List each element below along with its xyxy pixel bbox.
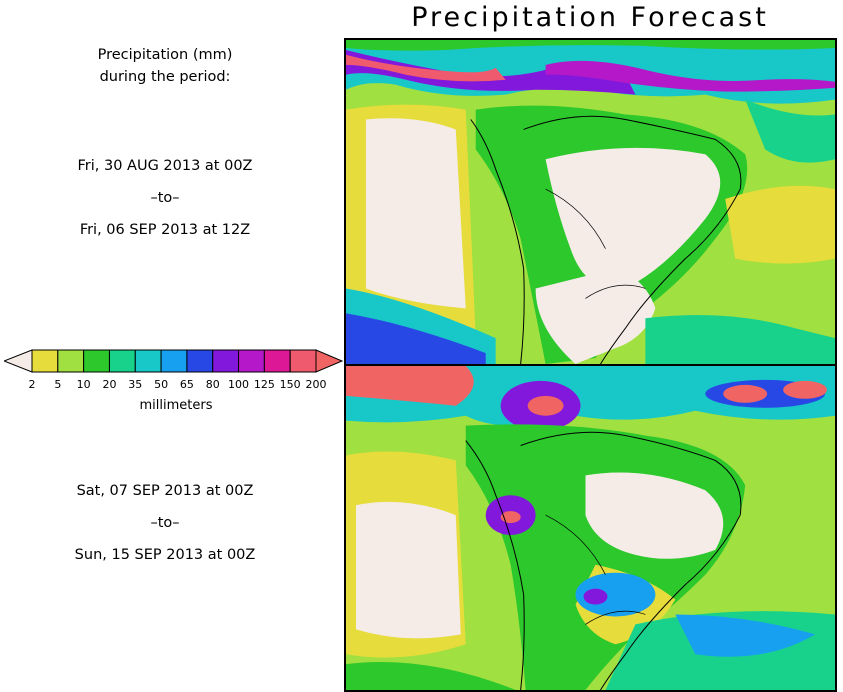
legend-colorbar: 2 5 10 20 35 50 65 80 100 125 150 200: [4, 349, 344, 391]
period2-end: Sun, 15 SEP 2013 at 00Z: [74, 547, 256, 563]
legend-color-box: [134, 349, 162, 373]
legend-tick-label: 65: [180, 378, 194, 391]
period2-text: Sat, 07 SEP 2013 at 00Z –to– Sun, 15 SEP…: [0, 475, 330, 571]
period1-start: Fri, 30 AUG 2013 at 00Z: [77, 158, 253, 174]
period2-start: Sat, 07 SEP 2013 at 00Z: [76, 483, 254, 499]
legend-tick-label: 10: [77, 378, 91, 391]
legend-color-box: [160, 349, 188, 373]
map1-svg: [346, 40, 835, 364]
page-title: Precipitation Forecast: [411, 2, 769, 33]
legend-color-box: [263, 349, 291, 373]
legend-tick-label: 35: [128, 378, 142, 391]
period1-end: Fri, 06 SEP 2013 at 12Z: [79, 222, 251, 238]
legend-tick-label: 20: [102, 378, 116, 391]
legend-tick-label: 5: [54, 378, 61, 391]
legend-color-box: [186, 349, 214, 373]
legend-color-box: [289, 349, 317, 373]
legend-color-box: [212, 349, 240, 373]
map2-svg: [346, 366, 835, 690]
forecast-map-period2: [344, 364, 837, 692]
legend-color-box: [238, 349, 265, 373]
header-note-line1: Precipitation (mm): [97, 47, 233, 63]
legend-arrow-high: [315, 349, 344, 373]
legend-color-box: [108, 349, 136, 373]
legend-unit: millimeters: [139, 398, 213, 413]
legend-tick-label: 2: [29, 378, 36, 391]
legend-tick-label: 200: [306, 378, 327, 391]
legend-color-box: [57, 349, 85, 373]
period1-separator: –to–: [150, 190, 180, 206]
color-legend: 2 5 10 20 35 50 65 80 100 125 150 200: [4, 348, 344, 408]
legend-tick-label: 50: [154, 378, 168, 391]
legend-tick-label: 150: [280, 378, 301, 391]
legend-tick-label: 100: [228, 378, 249, 391]
legend-tick-label: 125: [254, 378, 275, 391]
legend-color-box: [83, 349, 110, 373]
legend-color-box: [31, 349, 59, 373]
header-note-line2: during the period:: [99, 69, 231, 85]
period1-text: Fri, 30 AUG 2013 at 00Z –to– Fri, 06 SEP…: [0, 150, 330, 246]
period2-separator: –to–: [150, 515, 180, 531]
header-note: Precipitation (mm) during the period:: [0, 44, 330, 88]
legend-tick-label: 80: [206, 378, 220, 391]
legend-arrow-low: [4, 349, 33, 373]
forecast-map-period1: [344, 38, 837, 366]
